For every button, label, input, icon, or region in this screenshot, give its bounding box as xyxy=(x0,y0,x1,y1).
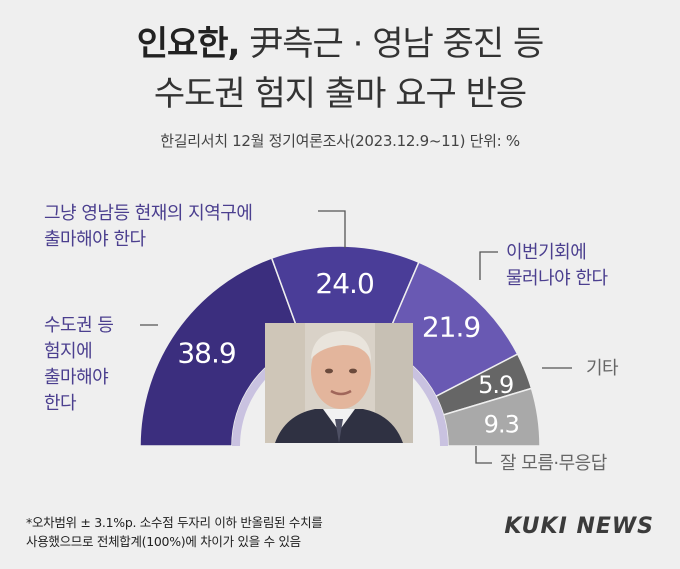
title-name: 인요한, xyxy=(136,24,241,64)
leader-retire xyxy=(479,251,498,280)
footnote: *오차범위 ± 3.1%p. 소수점 두자리 이하 반올림된 수치를 사용했으므… xyxy=(26,515,323,549)
value-label-1: 24.0 xyxy=(315,267,373,300)
value-label-4: 9.3 xyxy=(484,410,519,438)
chart-subtitle: 한길리서치 12월 정기여론조사(2023.12.9~11) 단위: % xyxy=(160,132,520,150)
leader-stay xyxy=(318,210,346,248)
label-retire: 이번기회에 물러나야 한다 xyxy=(506,242,608,289)
label-stay: 그냥 영남등 현재의 지역구에 출마해야 한다 xyxy=(44,203,253,250)
chart-title-line1: 인요한, 尹측근 · 영남 중진 등 xyxy=(0,22,680,66)
label-other: 기타 xyxy=(586,358,619,379)
value-label-3: 5.9 xyxy=(478,371,513,399)
value-labels-group: 38.9 24.0 21.9 5.9 9.3 xyxy=(177,267,520,438)
title-rest: 尹측근 · 영남 중진 등 xyxy=(249,24,544,64)
slices-group xyxy=(139,245,541,447)
label-dont-know: 잘 모름·무응답 xyxy=(500,453,607,474)
leader-lines-group xyxy=(140,210,572,464)
kuki-news-logo: KUKI NEWS xyxy=(504,514,654,539)
chart-title-line2: 수도권 험지 출마 요구 반응 xyxy=(153,74,527,114)
leader-dont-know xyxy=(475,446,492,464)
value-label-2: 21.9 xyxy=(422,311,480,344)
value-label-0: 38.9 xyxy=(177,336,235,369)
label-metro: 수도권 등 험지에 출마해야 한다 xyxy=(44,315,114,414)
person-photo xyxy=(265,323,413,443)
